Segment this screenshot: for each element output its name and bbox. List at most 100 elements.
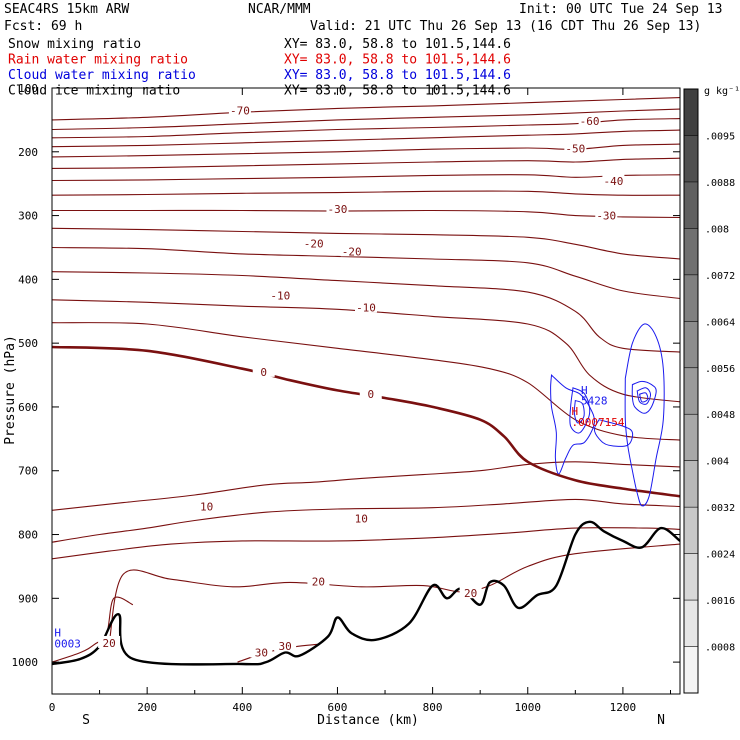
contour-label-16: 20 — [102, 637, 115, 650]
colorbar-label-11: .0008 — [705, 643, 735, 654]
colorbar-swatch-7 — [684, 414, 698, 461]
colorbar-swatch-11 — [684, 600, 698, 647]
y-axis-title: Pressure (hPa) — [3, 335, 18, 445]
contour-label-7: -20 — [342, 245, 362, 258]
field-xy-2: XY= 83.0, 58.8 to 101.5,144.6 — [284, 68, 511, 83]
temperature-contour-5 — [52, 157, 680, 169]
temperature-contour-6 — [52, 174, 680, 182]
field-legend: Snow mixing ratio XY= 83.0, 58.8 to 101.5… — [8, 37, 511, 99]
field-xy-0: XY= 83.0, 58.8 to 101.5,144.6 — [284, 37, 511, 52]
x-tick-label-4: 800 — [423, 701, 443, 714]
colorbar-swatch-4 — [684, 274, 698, 322]
colorbar-swatch-5 — [684, 321, 698, 368]
colorbar-swatch-10 — [684, 553, 698, 601]
temperature-contour-12 — [52, 299, 680, 403]
colorbar-swatch-6 — [684, 367, 698, 415]
x-tick-label-3: 600 — [328, 701, 348, 714]
colorbar-label-7: .004 — [705, 457, 729, 468]
south-label: S — [82, 713, 90, 728]
y-tick-label-4: 500 — [18, 337, 38, 350]
init-time: Init: 00 UTC Tue 24 Sep 13 — [519, 2, 723, 17]
colorbar-swatch-3 — [684, 228, 698, 275]
plot-area: -70 -60 -50 -40 -30 -30 -20 -20 -10 -10 0 0 10 10 20 20… — [52, 97, 680, 666]
y-tick-label-2: 300 — [18, 210, 38, 223]
contour-label-bg-9 — [355, 300, 377, 313]
colorbar-label-6: .0048 — [705, 410, 735, 421]
contour-label-5: -30 — [596, 210, 616, 223]
model-title: SEAC4RS 15km ARW — [4, 2, 129, 17]
contour-label-bg-18 — [274, 639, 297, 652]
temperature-contour-15 — [52, 461, 680, 511]
contour-label-13: 10 — [355, 513, 368, 526]
temperature-contour-11 — [52, 271, 680, 353]
contour-label-6: -20 — [304, 238, 324, 251]
contour-label-bg-7 — [340, 244, 363, 257]
colorbar-frame — [683, 88, 699, 694]
cloud-water-contour-3 — [593, 419, 634, 447]
y-tick-label-9: 1000 — [12, 656, 39, 669]
colorbar: .0095 .0088 .008 .0072 .0064 .0056 .0048 .004 .0… — [683, 88, 735, 694]
y-tick-label-8: 900 — [18, 592, 38, 605]
contour-label-9: -10 — [356, 301, 376, 314]
axes: 0 200 400 600 800 1000 12001002003004005006007… — [12, 82, 681, 714]
y-tick-label-6: 700 — [18, 465, 38, 478]
contour-label-12: 10 — [200, 500, 213, 513]
field-name-3: Cloud ice mixing ratio — [8, 84, 180, 99]
contour-label-1: -60 — [580, 115, 600, 128]
field-xy-3: XY= 83.0, 58.8 to 101.5,144.6 — [284, 84, 511, 99]
cloud-water-contour-1 — [569, 386, 591, 434]
annotation-1: 0003 — [54, 637, 80, 650]
annotation-2: H — [581, 384, 588, 397]
cloud-water-contour-5 — [636, 387, 652, 405]
annotation-5: .0007154 — [572, 416, 625, 429]
x-tick-label-1: 200 — [137, 701, 157, 714]
colorbar-label-3: .0072 — [705, 271, 735, 282]
colorbar-label-10: .0016 — [705, 596, 735, 607]
temperature-contour-17 — [52, 527, 680, 560]
contour-label-bg-11 — [359, 387, 382, 400]
temperature-contour-3 — [52, 129, 680, 148]
contour-label-11: 0 — [367, 388, 374, 401]
organization-label: NCAR/MMM — [248, 2, 311, 17]
contour-label-18: 30 — [278, 640, 291, 653]
field-name-2: Cloud water mixing ratio — [8, 68, 196, 83]
y-tick-label-7: 800 — [18, 529, 38, 542]
x-tick-label-6: 1200 — [610, 701, 637, 714]
colorbar-swatch-0 — [684, 89, 698, 136]
contour-label-14: 20 — [312, 576, 325, 589]
temperature-contour-18 — [108, 543, 680, 645]
contour-label-bg-4 — [326, 202, 349, 215]
temperature-contour-16 — [52, 498, 680, 543]
cloud-water-contour-4 — [631, 380, 657, 414]
cloud-water-contour-0 — [550, 374, 596, 475]
cloud-water-contour-2 — [573, 399, 585, 424]
contour-label-8: -10 — [270, 289, 290, 302]
colorbar-label-4: .0064 — [705, 317, 735, 328]
contour-label-17: 30 — [255, 647, 268, 660]
contour-label-3: -40 — [603, 175, 623, 188]
contour-label-bg-6 — [302, 236, 325, 249]
contour-label-bg-3 — [602, 174, 625, 187]
colorbar-label-5: .0056 — [705, 364, 735, 375]
colorbar-swatch-8 — [684, 460, 698, 508]
x-axis-title: Distance (km) — [317, 713, 419, 728]
colorbar-label-8: .0032 — [705, 503, 735, 514]
y-tick-label-3: 400 — [18, 273, 38, 286]
contour-label-bg-16 — [98, 635, 121, 648]
temperature-contour-13 — [52, 322, 680, 441]
x-tick-label-2: 400 — [232, 701, 252, 714]
cloud-water-contour-6 — [638, 392, 649, 403]
plot-frame — [51, 87, 681, 695]
terrain-line — [52, 520, 680, 666]
temperature-contour-9 — [52, 227, 680, 260]
field-name-1: Rain water mixing ratio — [8, 53, 188, 68]
contour-label-bg-2 — [564, 141, 587, 154]
contour-label-0: -70 — [230, 104, 250, 117]
colorbar-label-9: .0024 — [705, 550, 735, 561]
contour-label-15: 20 — [464, 587, 477, 600]
y-tick-label-0: 100 — [18, 82, 38, 95]
contour-label-bg-12 — [195, 499, 218, 512]
colorbar-label-2: .008 — [705, 224, 729, 235]
